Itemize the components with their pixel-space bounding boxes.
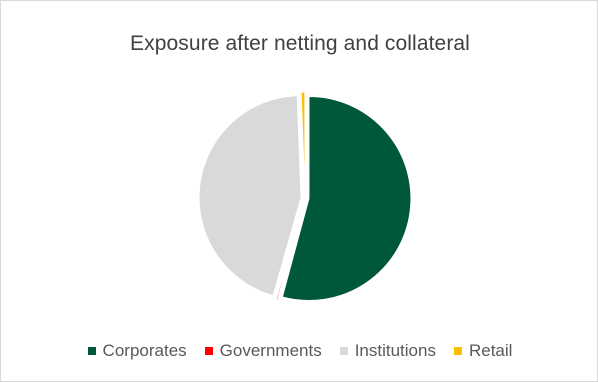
legend-swatch-icon [453,347,462,355]
legend-item-institutions: Institutions [339,341,436,361]
pie-slice-retail [300,91,306,195]
legend-swatch-icon [339,347,348,355]
legend-label: Corporates [102,341,187,360]
legend-item-corporates: Corporates [87,341,187,361]
chart-legend: Corporates Governments Institutions Retail [1,341,598,361]
pie-slice-governments [275,201,305,301]
legend-label: Institutions [354,341,436,360]
legend-item-governments: Governments [204,341,322,361]
legend-label: Retail [468,341,513,360]
pie-slice-corporates [281,96,412,302]
pie-slice-institutions [198,95,302,297]
legend-item-retail: Retail [453,341,513,361]
legend-swatch-icon [204,347,213,355]
chart-title: Exposure after netting and collateral [130,32,470,55]
legend-swatch-icon [87,347,96,355]
legend-label: Governments [219,341,322,360]
